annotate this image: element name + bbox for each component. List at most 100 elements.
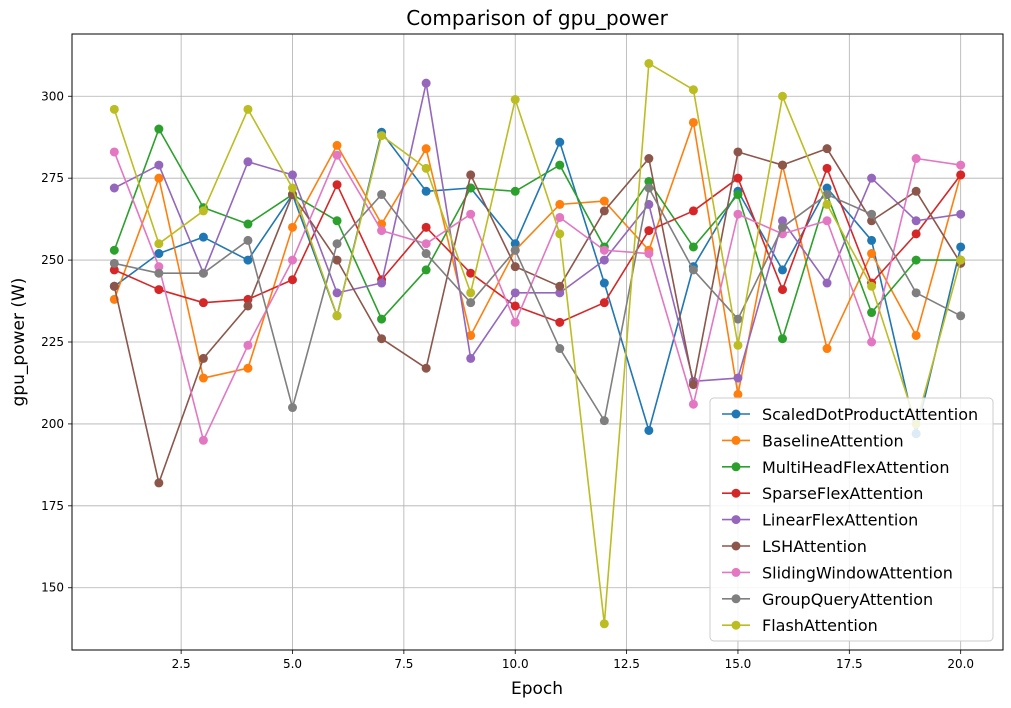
data-point xyxy=(109,281,119,291)
data-point xyxy=(644,425,654,435)
data-point xyxy=(555,199,565,209)
data-point xyxy=(911,255,921,265)
data-point xyxy=(555,160,565,170)
data-point xyxy=(332,180,342,190)
data-point xyxy=(109,104,119,114)
data-point xyxy=(555,137,565,147)
data-point xyxy=(867,281,877,291)
data-point xyxy=(510,245,520,255)
data-point xyxy=(288,275,297,285)
data-point xyxy=(421,239,431,249)
data-point xyxy=(377,314,387,324)
data-point xyxy=(911,216,921,226)
data-point xyxy=(332,216,342,226)
legend-label: MultiHeadFlexAttention xyxy=(762,458,949,477)
data-point xyxy=(466,288,476,298)
data-point xyxy=(599,278,609,288)
x-tick-label: 2.5 xyxy=(172,657,191,671)
data-point xyxy=(109,258,119,268)
series-sparseflexattention xyxy=(109,163,966,327)
data-point xyxy=(109,265,119,275)
data-point xyxy=(332,288,342,298)
data-point xyxy=(733,190,743,200)
series-baselineattention xyxy=(109,117,966,399)
legend-item-flashattention: FlashAttention xyxy=(722,616,878,635)
x-tick-label: 5.0 xyxy=(283,657,302,671)
data-point xyxy=(555,317,565,327)
data-point xyxy=(733,209,743,219)
data-point xyxy=(867,337,877,347)
data-point xyxy=(466,209,476,219)
data-point xyxy=(332,311,342,321)
x-tick-label: 12.5 xyxy=(613,657,640,671)
data-point xyxy=(822,183,832,193)
data-point xyxy=(956,160,966,170)
data-point xyxy=(421,144,431,154)
data-point xyxy=(198,373,208,383)
data-point xyxy=(599,196,609,206)
legend-swatch-marker xyxy=(731,594,741,604)
data-point xyxy=(421,222,431,232)
data-point xyxy=(644,226,654,236)
x-axis-ticks: 2.5 5.0 7.5 10.0 12.5 15.0 17.5 20.0 xyxy=(172,650,974,671)
data-point xyxy=(555,281,565,291)
data-point xyxy=(154,285,164,295)
legend-label: BaselineAttention xyxy=(762,431,904,450)
data-point xyxy=(688,399,698,409)
legend-swatch-marker xyxy=(731,620,741,630)
y-tick-label: 275 xyxy=(41,171,64,185)
legend-swatch-marker xyxy=(731,515,741,525)
data-point xyxy=(243,255,253,265)
data-point xyxy=(288,222,297,232)
chart-title: Comparison of gpu_power xyxy=(406,6,668,30)
data-point xyxy=(198,435,208,445)
data-point xyxy=(599,619,609,629)
y-tick-label: 250 xyxy=(41,253,64,267)
legend-item-slidingwindowattention: SlidingWindowAttention xyxy=(722,563,953,582)
legend-label: FlashAttention xyxy=(762,616,878,635)
data-point xyxy=(778,91,787,101)
data-point xyxy=(377,226,387,236)
data-point xyxy=(154,262,164,272)
legend-swatch-marker xyxy=(731,488,741,498)
data-point xyxy=(599,206,609,216)
data-point xyxy=(109,245,119,255)
data-point xyxy=(778,334,787,344)
data-point xyxy=(822,216,832,226)
data-point xyxy=(644,58,654,68)
data-point xyxy=(332,255,342,265)
data-point xyxy=(688,265,698,275)
data-point xyxy=(377,190,387,200)
data-point xyxy=(733,314,743,324)
legend-item-sparseflexattention: SparseFlexAttention xyxy=(722,484,923,503)
data-point xyxy=(154,249,164,259)
data-point xyxy=(421,186,431,196)
data-point xyxy=(154,160,164,170)
data-point xyxy=(421,265,431,275)
data-point xyxy=(288,183,297,193)
data-point xyxy=(421,249,431,259)
series-line-multiheadflexattention xyxy=(113,128,961,340)
data-point xyxy=(510,262,520,272)
data-point xyxy=(778,160,787,170)
data-point xyxy=(243,363,253,373)
series-slidingwindowattention xyxy=(109,147,966,445)
data-point xyxy=(555,212,565,222)
series-line-scaleddotproductattention xyxy=(113,131,962,435)
data-point xyxy=(778,265,787,275)
x-tick-label: 17.5 xyxy=(836,657,863,671)
x-tick-label: 15.0 xyxy=(725,657,752,671)
data-point xyxy=(599,255,609,265)
data-point xyxy=(688,242,698,252)
data-point xyxy=(421,363,431,373)
data-point xyxy=(733,389,743,399)
data-point xyxy=(243,301,253,311)
data-point xyxy=(243,219,253,229)
data-point xyxy=(332,239,342,249)
data-point xyxy=(555,229,565,239)
data-point xyxy=(154,239,164,249)
data-point xyxy=(956,242,966,252)
data-point xyxy=(822,344,832,354)
data-point xyxy=(198,232,208,242)
data-point xyxy=(867,235,877,245)
